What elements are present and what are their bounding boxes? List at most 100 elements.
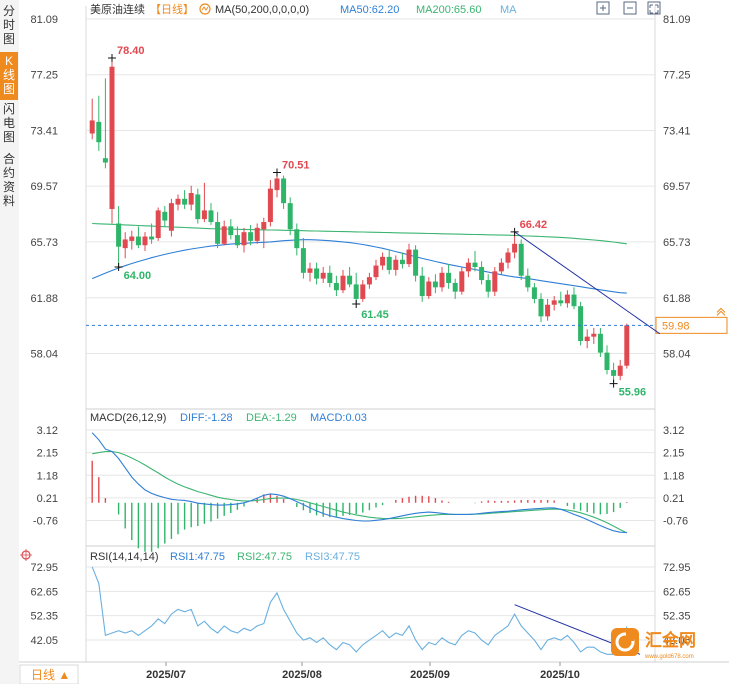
candle (129, 230, 135, 250)
candle-body (551, 300, 557, 305)
rsi1-value: RSI1:47.75 (170, 551, 225, 563)
extreme-label: 70.51 (282, 160, 310, 172)
candle (116, 206, 122, 268)
candle-body (479, 267, 485, 281)
candle-body (353, 284, 359, 299)
candle-body (142, 236, 148, 246)
candle (248, 224, 254, 246)
macd-ytick-left: 1.18 (37, 470, 58, 482)
extreme-label: 61.45 (361, 309, 389, 321)
xaxis-ticks: 2025/07 2025/08 2025/09 2025/10 (146, 662, 580, 681)
tab-label-char: 时 (3, 18, 15, 32)
candle (261, 217, 267, 249)
candle-body (584, 336, 590, 342)
candle (564, 290, 570, 308)
macd-ytick-right: 2.15 (663, 448, 684, 460)
candle (208, 203, 214, 225)
candle (472, 251, 478, 272)
candle (109, 58, 115, 224)
candle-body (261, 222, 267, 230)
extreme-label: 66.42 (520, 219, 548, 231)
rsi-title: RSI(14,14,14) (90, 551, 158, 563)
candle-body (380, 256, 386, 266)
candle (274, 172, 280, 198)
candle (102, 78, 108, 169)
macd-ytick-right: 1.18 (663, 470, 684, 482)
period-button[interactable]: 日线 ▲ (19, 664, 79, 684)
price-ytick-right: 77.25 (663, 70, 691, 82)
candle-body (320, 272, 326, 279)
candle-body (611, 370, 617, 376)
tab-1[interactable]: 分时图 (3, 4, 15, 46)
candle (485, 274, 491, 298)
price-ytick-right: 65.73 (663, 237, 691, 249)
candle (479, 261, 485, 285)
xtick-label: 2025/09 (410, 669, 450, 681)
tab-3[interactable]: 闪电图 (3, 102, 15, 144)
ma50-path (91, 239, 627, 294)
candle-body (102, 158, 108, 163)
rsi-ytick-left: 72.95 (30, 562, 58, 574)
candle-body (182, 198, 188, 205)
extreme-marker (273, 168, 281, 177)
candle (492, 267, 498, 297)
rsi2-value: RSI2:47.75 (237, 551, 292, 563)
candle (498, 258, 504, 275)
fullscreen-icon[interactable] (647, 1, 661, 15)
candle (512, 232, 518, 259)
candle-body (300, 248, 306, 273)
candle-body (307, 268, 313, 273)
price-ytick-right: 73.41 (663, 125, 691, 137)
candle (142, 232, 148, 252)
candle (294, 223, 300, 256)
candle (571, 287, 577, 310)
candle (96, 95, 102, 151)
candle-body (485, 280, 491, 292)
candle (254, 223, 260, 244)
candle (366, 272, 372, 289)
candle-body (426, 281, 432, 297)
watermark-logo-icon (611, 628, 639, 656)
tab-2[interactable]: K线图 (0, 52, 18, 100)
candle-body (327, 272, 333, 283)
crosshair-icon[interactable] (20, 549, 32, 561)
candle-body (162, 211, 168, 221)
candle-body (96, 121, 102, 143)
candle (393, 255, 399, 276)
rsi-ytick-right: 62.65 (663, 586, 691, 598)
macd-hist-value: MACD:0.03 (310, 412, 367, 424)
tab-label-char: 合 (3, 151, 15, 166)
tab-label-char: 电 (3, 116, 15, 130)
candle-body (208, 210, 214, 223)
sidebar-background (0, 0, 19, 684)
instrument-name: 美原油连续 (90, 2, 145, 16)
candle-body (564, 294, 570, 304)
candle (287, 197, 293, 236)
candle-body (254, 227, 260, 241)
price-ytick-left: 81.09 (30, 14, 58, 26)
rsi-line (91, 566, 628, 655)
zoom-in-icon[interactable] (596, 1, 610, 15)
macd-ytick-left: 3.12 (37, 425, 58, 437)
zoom-out-icon[interactable] (623, 1, 637, 15)
candle-body (215, 222, 221, 244)
candle (267, 179, 273, 227)
settings-icon[interactable] (199, 3, 211, 15)
candle-body (129, 236, 135, 241)
tab-label-char: K (5, 54, 13, 68)
price-ytick-right: 58.04 (663, 349, 691, 361)
candle-body (314, 268, 320, 279)
watermark-url: www.gold678.com (644, 654, 694, 660)
ma200-path (92, 222, 627, 245)
candle (624, 323, 630, 369)
candle-body (175, 198, 181, 205)
candle-body (459, 271, 465, 292)
candle (459, 267, 465, 295)
candle (281, 175, 287, 209)
candle-body (393, 259, 399, 270)
rsi-ytick-left: 52.35 (30, 611, 58, 623)
macd-ytick-right: -0.76 (663, 516, 688, 528)
candle-body (221, 226, 227, 244)
